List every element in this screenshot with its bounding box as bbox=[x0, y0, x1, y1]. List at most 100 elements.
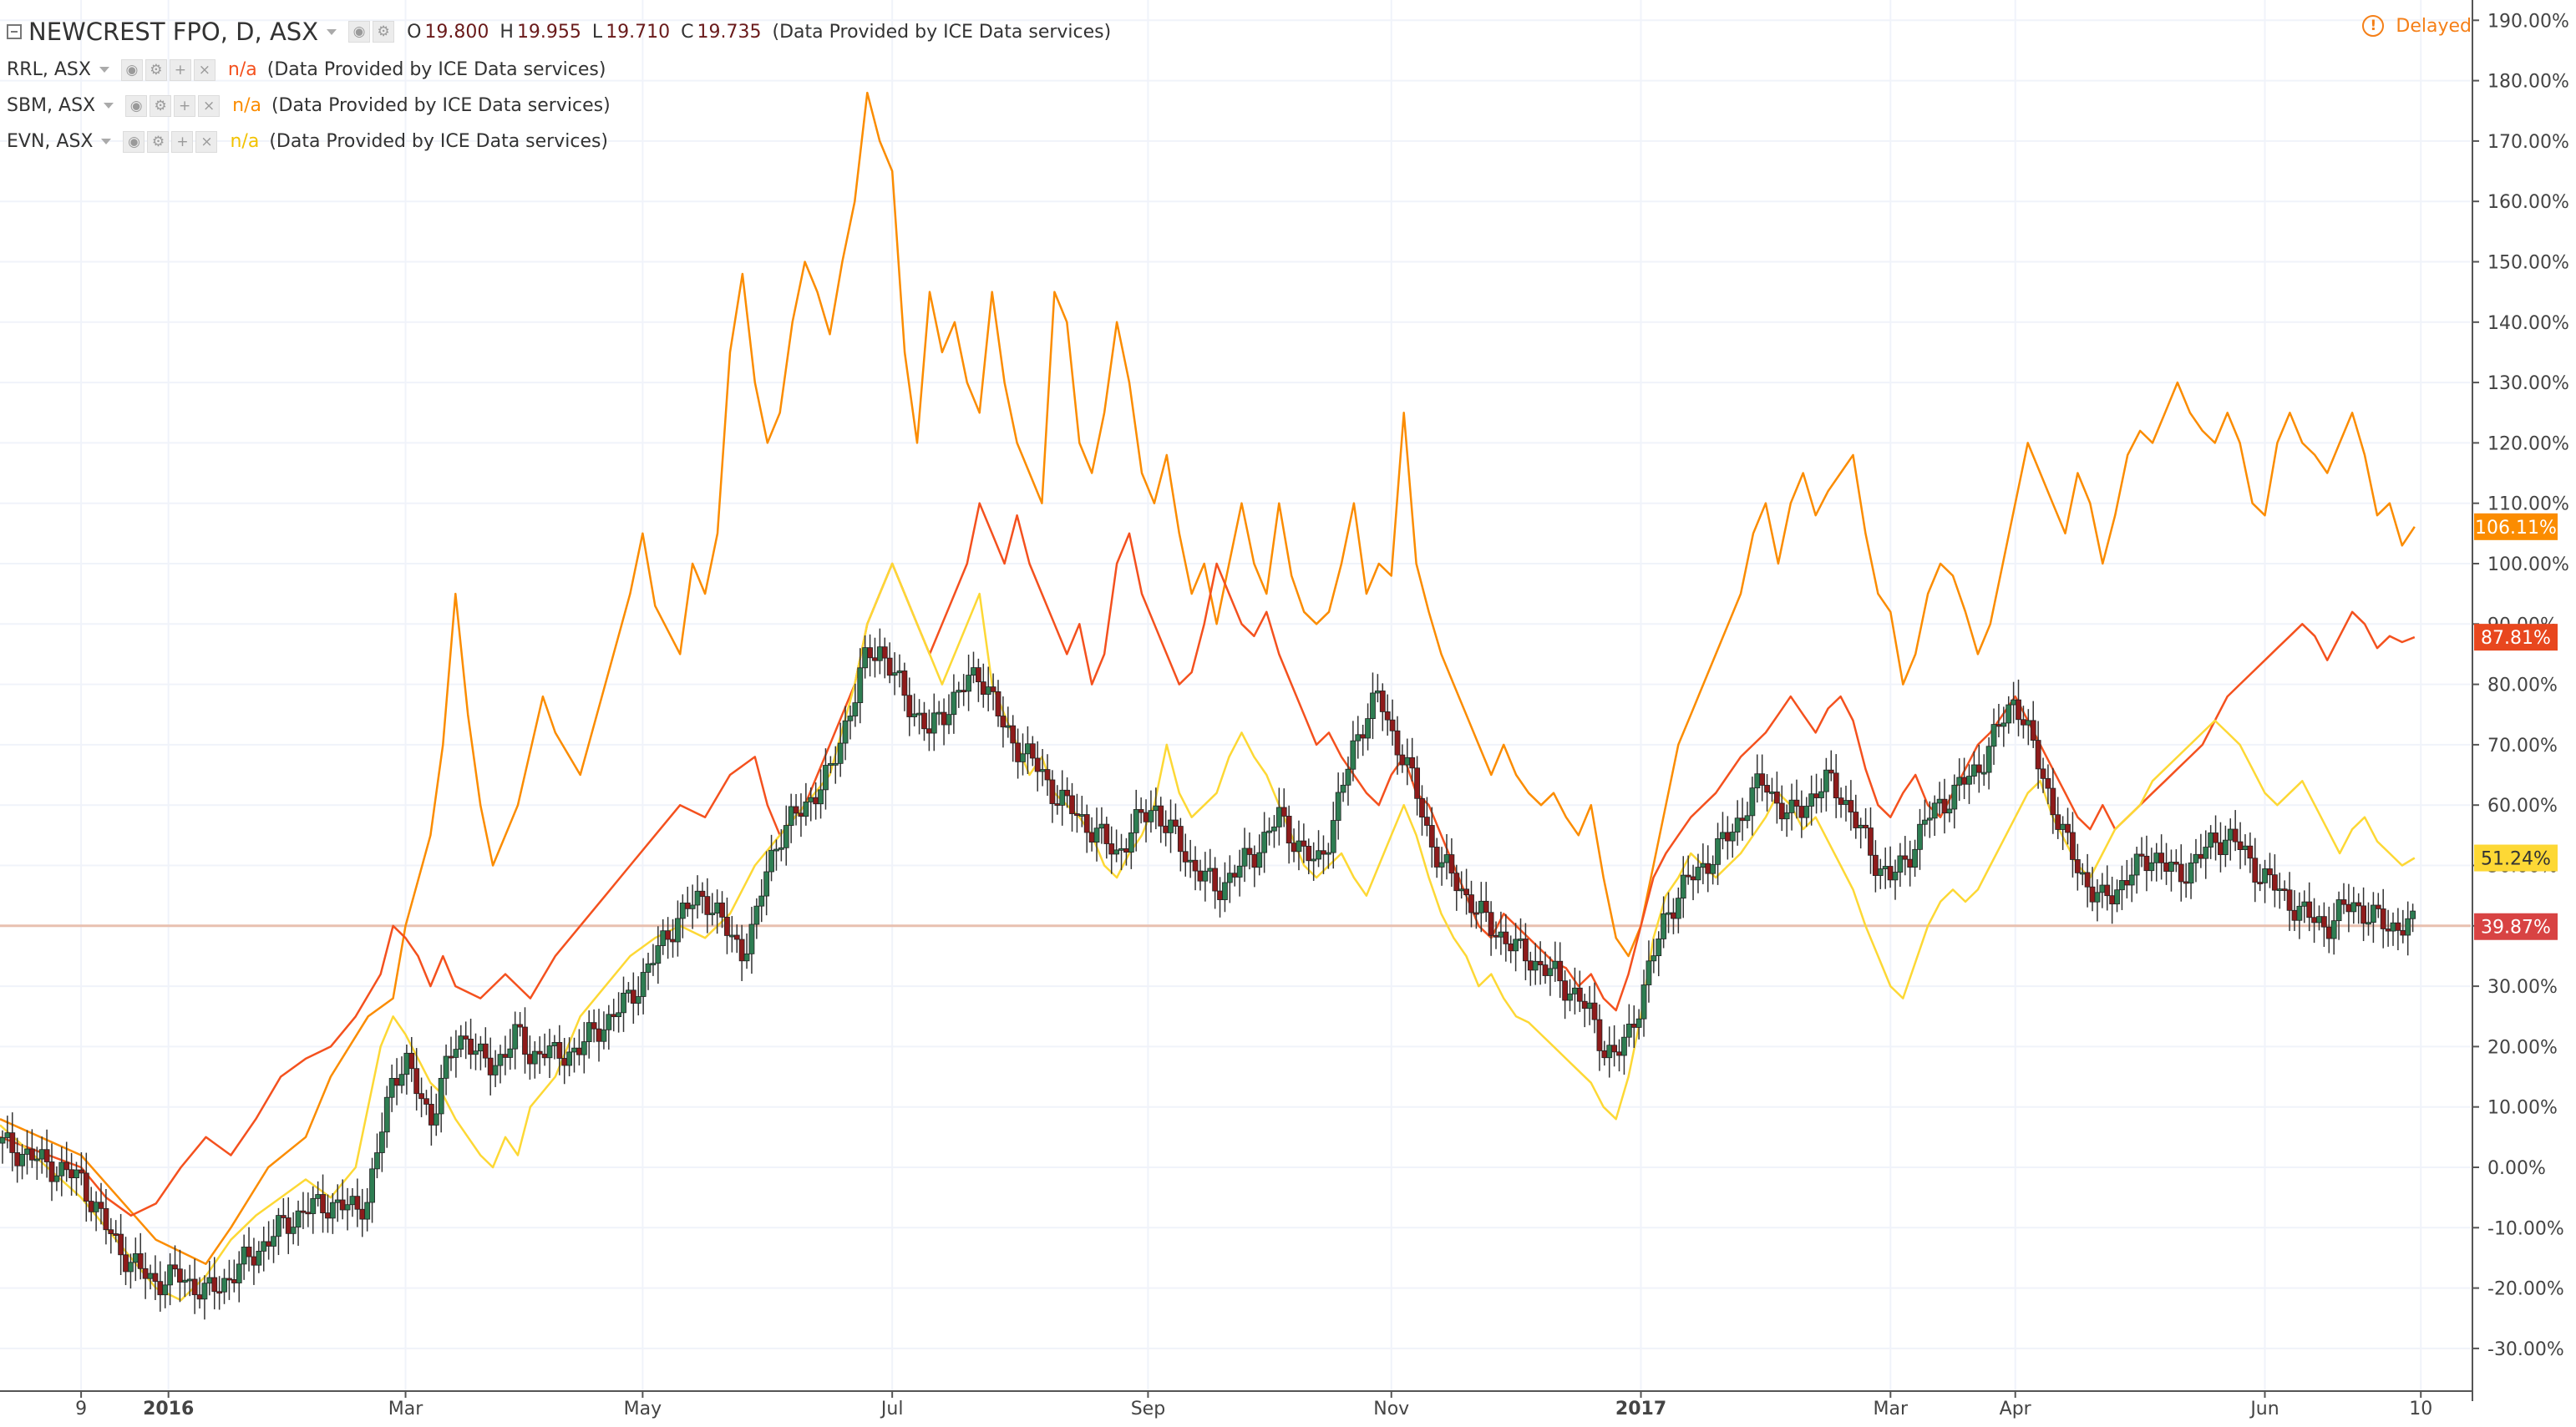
candle-up bbox=[167, 1264, 174, 1286]
candle-down bbox=[482, 1043, 489, 1059]
candle-up bbox=[1651, 955, 1657, 962]
candle-up bbox=[147, 1273, 154, 1279]
eye-icon[interactable]: ◉ bbox=[123, 130, 145, 153]
candle-down bbox=[300, 1210, 307, 1213]
candle-down bbox=[1764, 785, 1770, 793]
candle-down bbox=[517, 1024, 523, 1028]
chevron-down-icon[interactable] bbox=[101, 139, 112, 144]
candle-up bbox=[1207, 868, 1214, 872]
candle-up bbox=[823, 765, 829, 791]
gear-icon[interactable]: ⚙ bbox=[147, 130, 170, 153]
compare-symbol-rrl[interactable]: RRL, ASX bbox=[7, 59, 91, 80]
compare-symbol-sbm[interactable]: SBM, ASX bbox=[7, 95, 96, 116]
candle-up bbox=[256, 1251, 262, 1266]
open-label: O bbox=[407, 21, 422, 43]
plus-icon[interactable]: + bbox=[171, 130, 194, 153]
candle-up bbox=[2208, 832, 2214, 848]
collapse-legend-button[interactable] bbox=[7, 24, 22, 39]
candle-up bbox=[1226, 873, 1233, 883]
candle-down bbox=[1049, 779, 1056, 804]
candle-down bbox=[118, 1233, 124, 1256]
candle-up bbox=[1808, 793, 1815, 807]
y-tick-label: 170.00% bbox=[2487, 132, 2569, 153]
candle-up bbox=[1951, 784, 1958, 810]
candle-up bbox=[497, 1054, 504, 1066]
close-label: C bbox=[681, 21, 694, 43]
gear-icon[interactable]: ⚙ bbox=[145, 58, 167, 81]
candle-up bbox=[1966, 776, 1972, 785]
candle-up bbox=[2222, 839, 2229, 855]
candle-up bbox=[1567, 993, 1573, 1001]
delayed-indicator[interactable]: ! Delayed bbox=[2362, 15, 2472, 37]
candle-up bbox=[344, 1204, 351, 1211]
candle-down bbox=[961, 690, 967, 693]
data-provider-label: (Data Provided by ICE Data services) bbox=[271, 95, 611, 116]
candle-up bbox=[709, 913, 716, 915]
candle-up bbox=[1335, 792, 1341, 821]
candle-down bbox=[1488, 912, 1494, 936]
candle-down bbox=[1212, 868, 1219, 892]
candle-up bbox=[329, 1202, 336, 1219]
eye-icon[interactable]: ◉ bbox=[348, 21, 371, 43]
candle-up bbox=[2390, 922, 2396, 932]
candle-up bbox=[896, 670, 903, 674]
candle-up bbox=[852, 702, 859, 716]
eye-icon[interactable]: ◉ bbox=[120, 58, 143, 81]
candle-up bbox=[753, 905, 760, 925]
candle-down bbox=[719, 902, 725, 918]
close-icon[interactable]: × bbox=[195, 130, 218, 153]
candle-down bbox=[2271, 874, 2278, 891]
chevron-down-icon[interactable] bbox=[104, 103, 114, 109]
candle-up bbox=[1700, 863, 1706, 868]
candle-down bbox=[1143, 812, 1149, 822]
plus-icon[interactable]: + bbox=[169, 58, 191, 81]
main-symbol-label[interactable]: NEWCREST FPO, D, ASX bbox=[28, 18, 319, 46]
x-tick-label: May bbox=[624, 1399, 662, 1419]
candle-down bbox=[1360, 734, 1367, 739]
candle-down bbox=[2247, 845, 2254, 859]
candle-down bbox=[1285, 816, 1292, 844]
candle-up bbox=[2079, 872, 2086, 875]
candle-down bbox=[1872, 854, 1879, 876]
candle-down bbox=[1394, 730, 1401, 756]
candle-up bbox=[635, 996, 641, 1004]
candle-down bbox=[1868, 827, 1874, 856]
x-tick-label: Jul bbox=[880, 1399, 904, 1419]
candle-down bbox=[1177, 826, 1184, 853]
candle-down bbox=[1503, 931, 1509, 944]
candle-down bbox=[103, 1207, 109, 1231]
candle-down bbox=[1685, 874, 1691, 878]
chevron-down-icon[interactable] bbox=[99, 67, 109, 73]
candle-down bbox=[211, 1277, 218, 1293]
candle-up bbox=[778, 847, 784, 850]
candle-down bbox=[611, 1014, 617, 1018]
chevron-down-icon[interactable] bbox=[327, 28, 337, 35]
candle-up bbox=[601, 1029, 607, 1042]
close-icon[interactable]: × bbox=[198, 94, 221, 117]
compare-symbol-evn[interactable]: EVN, ASX bbox=[7, 131, 94, 152]
candle-down bbox=[1000, 716, 1007, 728]
candle-down bbox=[1724, 832, 1731, 842]
candle-down bbox=[2320, 916, 2327, 928]
candle-down bbox=[867, 647, 873, 659]
candle-up bbox=[1769, 791, 1775, 794]
candle-up bbox=[1990, 724, 1997, 747]
close-icon[interactable]: × bbox=[193, 58, 216, 81]
gear-icon[interactable]: ⚙ bbox=[373, 21, 395, 43]
candle-down bbox=[699, 890, 706, 898]
candle-up bbox=[492, 1065, 499, 1075]
candle-up bbox=[2099, 884, 2106, 893]
candle-down bbox=[2109, 895, 2116, 905]
candle-up bbox=[1897, 855, 1904, 873]
candle-up bbox=[1621, 1036, 1627, 1056]
gear-icon[interactable]: ⚙ bbox=[150, 94, 172, 117]
candle-up bbox=[1710, 863, 1716, 874]
candle-down bbox=[1542, 964, 1549, 976]
candle-down bbox=[1759, 773, 1766, 786]
plus-icon[interactable]: + bbox=[174, 94, 196, 117]
eye-icon[interactable]: ◉ bbox=[125, 94, 148, 117]
candle-down bbox=[2065, 823, 2071, 833]
candle-up bbox=[1912, 848, 1918, 868]
candle-down bbox=[246, 1247, 252, 1257]
